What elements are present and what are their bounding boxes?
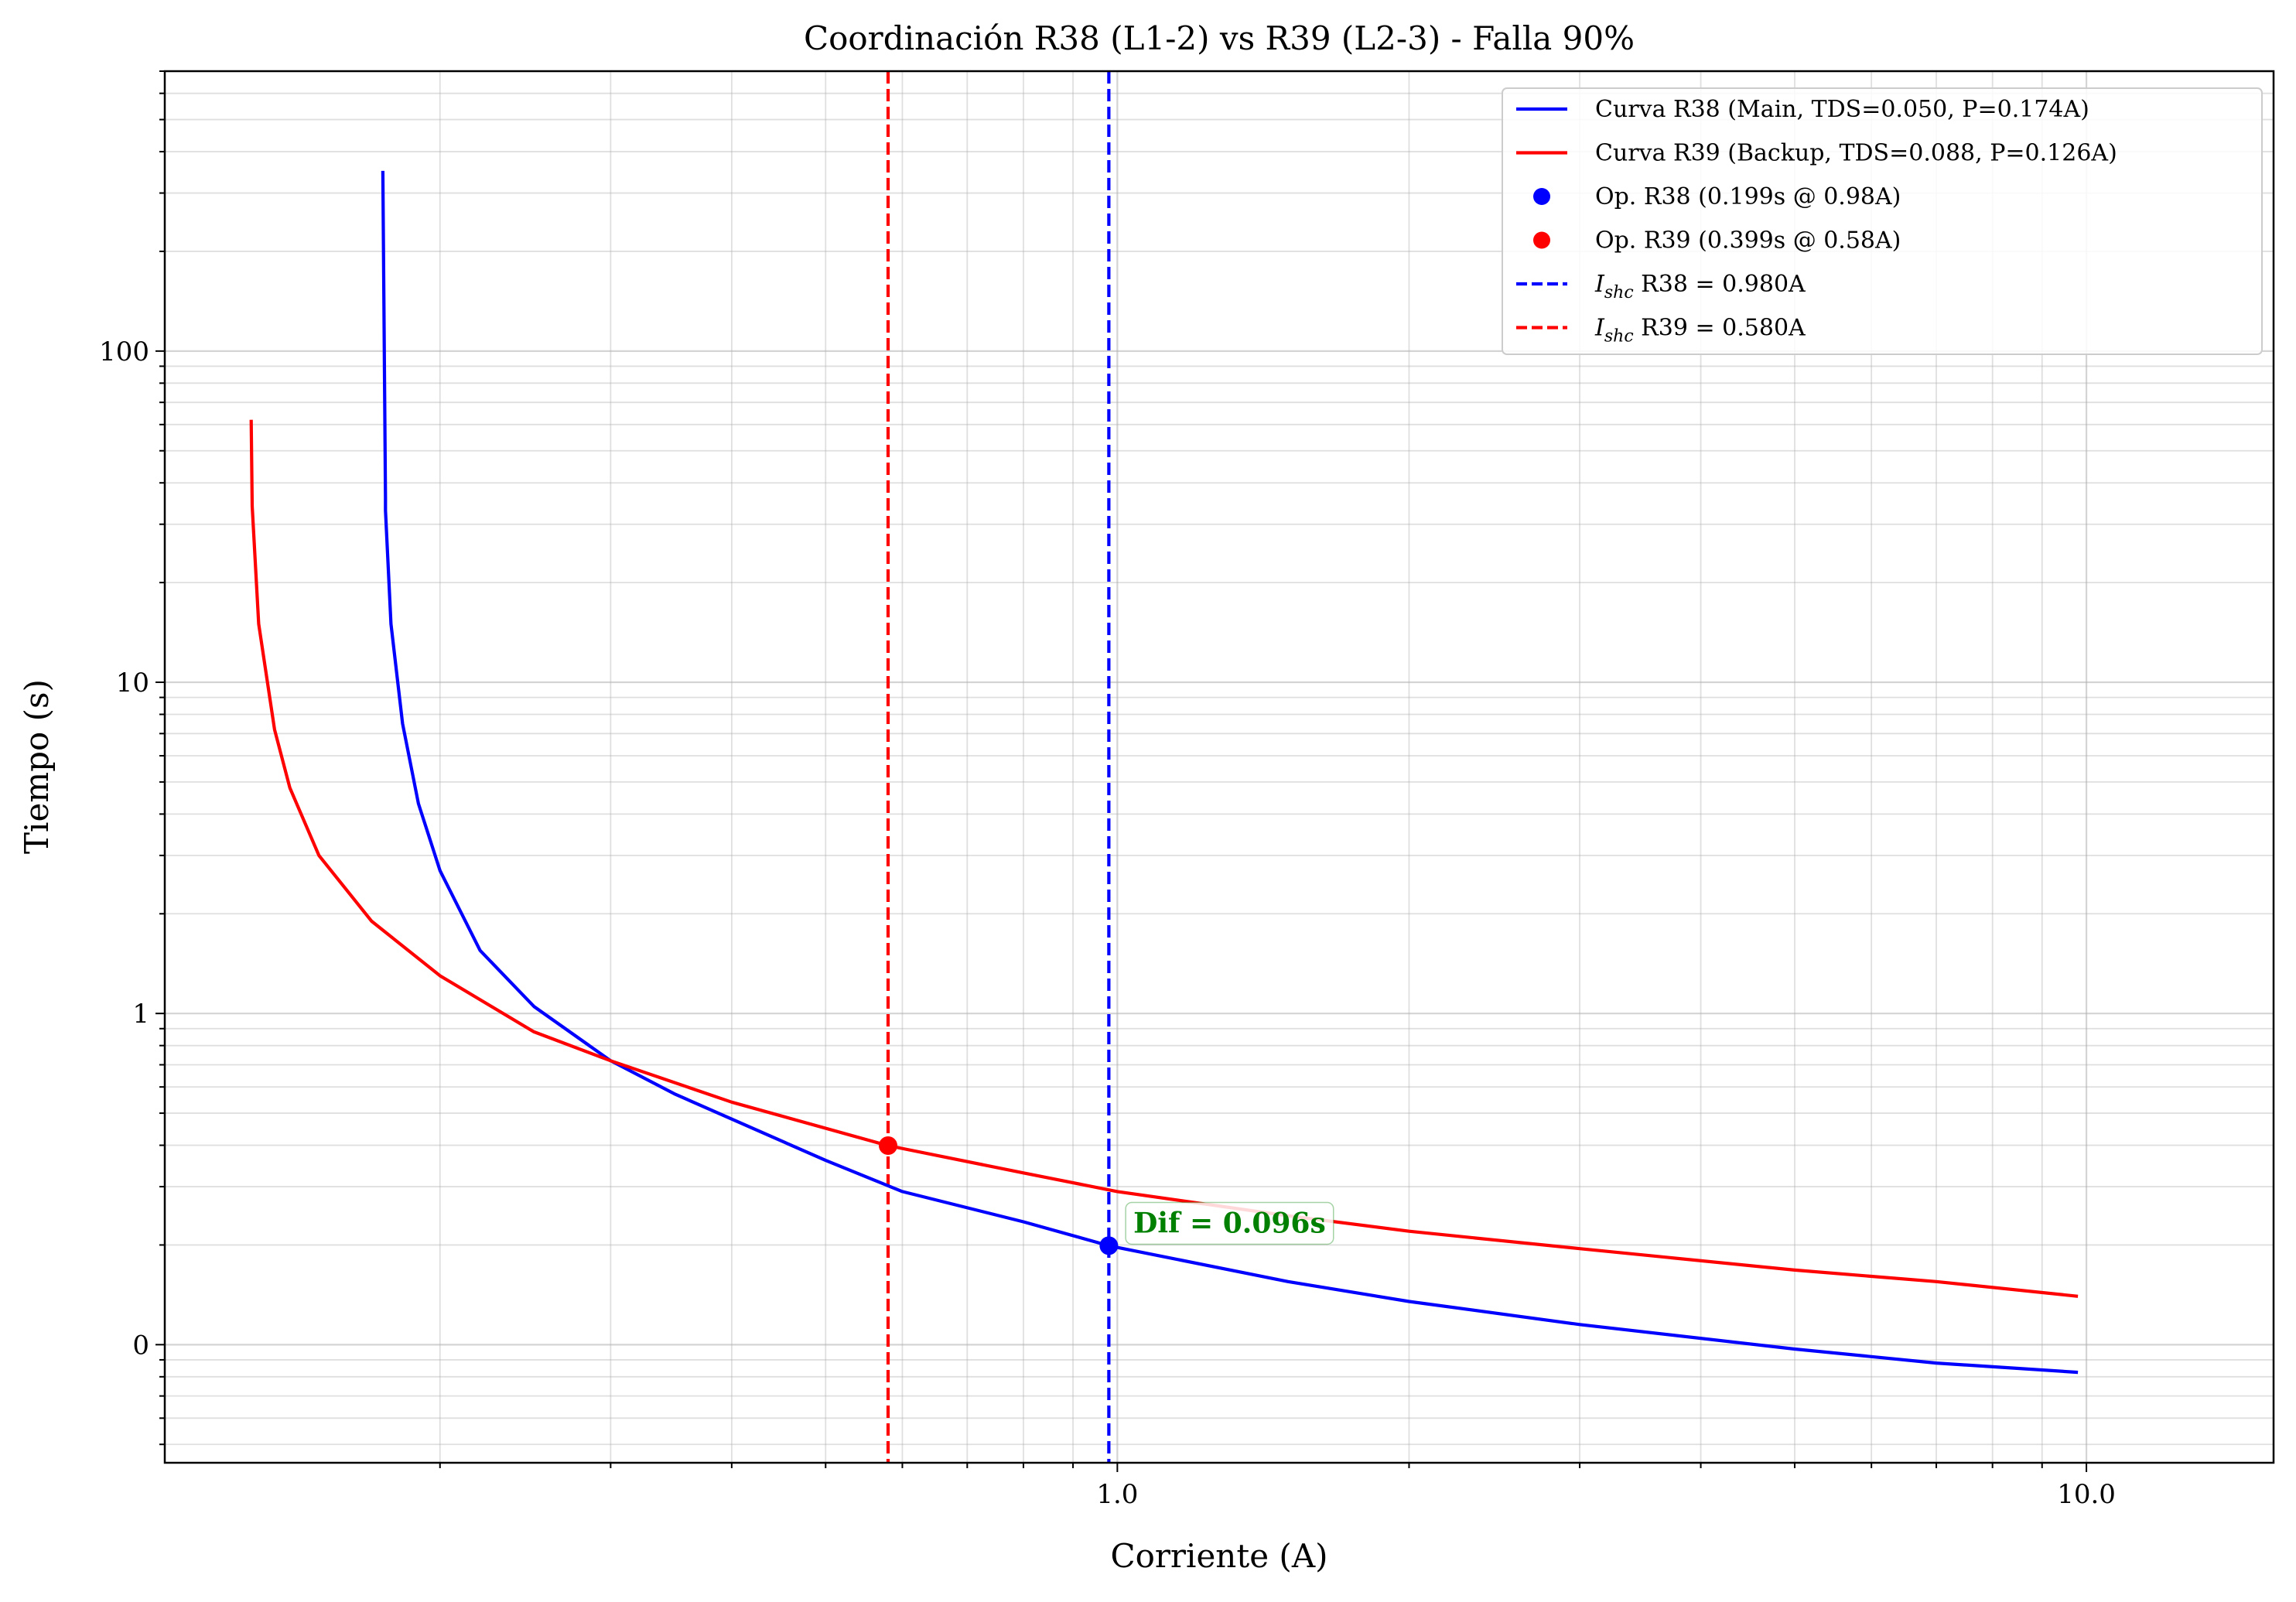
y-tick-label: 10 [116, 668, 149, 699]
plot-frame [163, 70, 2275, 1464]
y-tick-label: 1 [132, 999, 149, 1030]
series-line-1 [249, 419, 2079, 1298]
x-axis-label: Corriente (A) [1110, 1537, 1327, 1575]
legend-entry-label: Ishc R39 = 0.580A [1594, 315, 1806, 347]
y-tick-label: 0 [132, 1330, 149, 1361]
legend-swatch-marker [1533, 188, 1550, 205]
ticks: 1.0 10.0 0 1 10 100 [99, 70, 2116, 1510]
legend-swatch-marker [1533, 231, 1550, 249]
legend: Curva R38 (Main, TDS=0.050, P=0.174A) Cur… [1502, 87, 2263, 355]
difference-annotation: Dif = 0.096s [1133, 1207, 1326, 1239]
legend-entry-label: Ishc R38 = 0.980A [1594, 271, 1806, 302]
chart-title: Coordinación R38 (L1-2) vs R39 (L2-3) - … [804, 19, 1635, 57]
legend-entry-label: Curva R38 (Main, TDS=0.050, P=0.174A) [1595, 96, 2089, 123]
x-tick-label: 1.0 [1096, 1479, 1138, 1510]
x-tick-label: 10.0 [2057, 1479, 2116, 1510]
operating-point-2 [1099, 1236, 1119, 1255]
legend-entry-label: Curva R39 (Backup, TDS=0.088, P=0.126A) [1595, 140, 2117, 167]
reference-lines [886, 71, 1111, 1463]
legend-entry-label: Op. R39 (0.399s @ 0.58A) [1595, 227, 1901, 254]
operating-point-3 [879, 1136, 898, 1156]
y-tick-label: 100 [99, 336, 149, 367]
legend-entry-label: Op. R38 (0.199s @ 0.98A) [1595, 183, 1901, 210]
annotation-box [1125, 1201, 1334, 1245]
annotations: Dif = 0.096s [1125, 1201, 1334, 1245]
grid [165, 70, 2274, 1463]
curves [249, 170, 2079, 1375]
series-line-0 [381, 170, 2079, 1375]
operating-points [879, 1136, 1119, 1255]
legend-box [1502, 87, 2263, 355]
y-axis-label: Tiempo (s) [18, 679, 56, 854]
